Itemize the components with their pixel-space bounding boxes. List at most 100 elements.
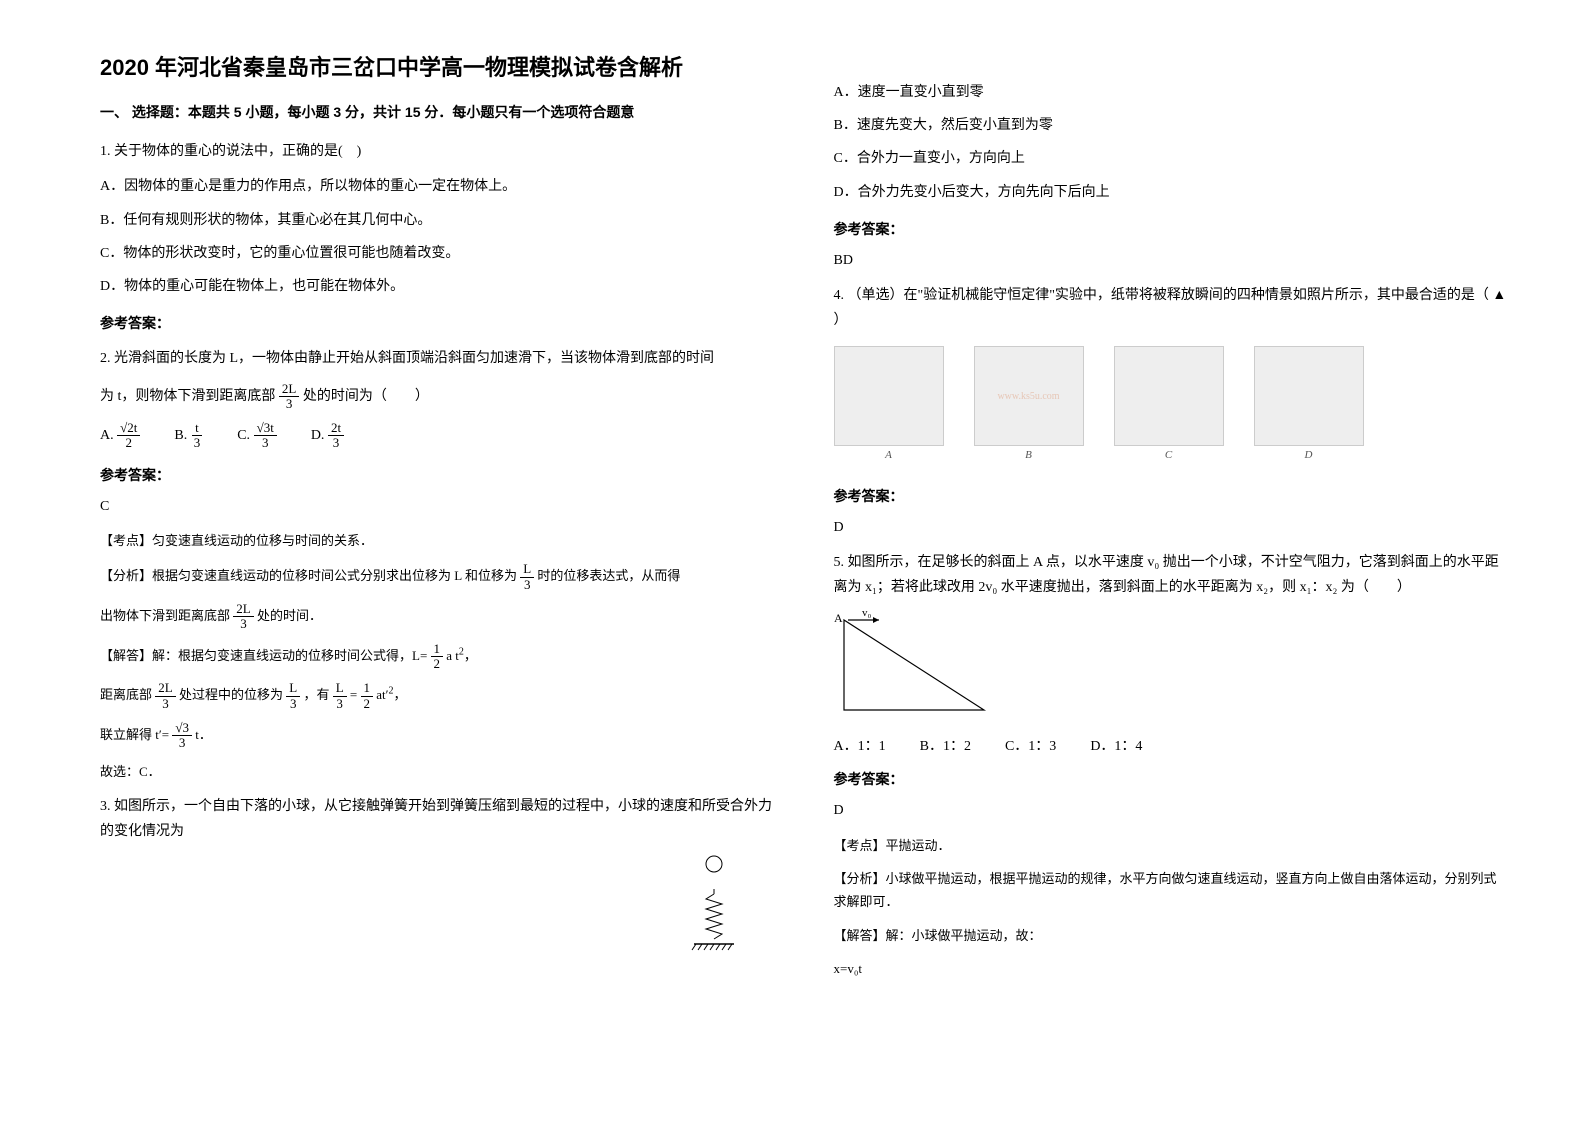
- frac-den: 3: [287, 697, 300, 711]
- frac-2L-3: 2L 3: [279, 382, 299, 412]
- opt-label: A.: [100, 428, 117, 443]
- text: 【分析】根据匀变速直线运动的位移时间公式分别求出位移为 L 和位移为: [100, 568, 517, 583]
- q3-opt-a: A．速度一直变小直到零: [834, 80, 1508, 105]
- frac-den: 2: [431, 657, 444, 671]
- q3-opt-d: D．合外力先变小后变大，方向先向下后向上: [834, 180, 1508, 205]
- q2-answer-label: 参考答案：: [100, 463, 774, 488]
- frac-num: 1: [361, 681, 374, 696]
- watermark-icon: www.ks5u.com: [997, 391, 1059, 402]
- q1-answer-label: 参考答案：: [100, 311, 774, 336]
- q3-opt-c: C．合外力一直变小，方向向上: [834, 146, 1508, 171]
- q2-sol-2: 距离底部 2L 3 处过程中的位移为 L 3 ，有 L 3 = 1 2 at′2…: [100, 681, 774, 711]
- q4-thumb-b: www.ks5u.comB: [974, 346, 1084, 446]
- q4-stem: 4. （单选）在"验证机械能守恒定律"实验中，纸带将被释放瞬间的四种情景如照片所…: [834, 283, 1508, 333]
- q2-answer: C: [100, 494, 774, 519]
- frac-num: 2L: [233, 602, 253, 617]
- frac-num: L: [520, 562, 534, 577]
- frac-den: 3: [283, 397, 296, 411]
- q5-opt-b: B．1：2: [920, 735, 971, 755]
- text: 出物体下滑到距离底部: [100, 608, 230, 623]
- page-title: 2020 年河北省秦皇岛市三岔口中学高一物理模拟试卷含解析: [100, 50, 774, 82]
- text: ，有: [303, 687, 329, 702]
- text: 时的位移表达式，从而得: [537, 568, 680, 583]
- q2-kp: 【考点】匀变速直线运动的位移与时间的关系．: [100, 529, 774, 552]
- frac-den: 3: [191, 436, 204, 450]
- frac-num: 2L: [155, 681, 175, 696]
- q2-stem-b-pre: 为 t，则物体下滑到距离底部: [100, 389, 275, 404]
- q2-options-row: A. √2t 2 B. t 3 C. √3t 3 D. 2t 3: [100, 421, 774, 451]
- thumb-label: C: [1115, 449, 1223, 461]
- q2-analysis-2: 出物体下滑到距离底部 2L 3 处的时间．: [100, 602, 774, 632]
- q1-opt-d: D．物体的重心可能在物体上，也可能在物体外。: [100, 274, 774, 299]
- q5-opt-d: D．1：4: [1090, 735, 1142, 755]
- q2-sol-1: 【解答】解：根据匀变速直线运动的位移时间公式得，L= 1 2 a t2，: [100, 642, 774, 672]
- q2-sol-3: 联立解得 t′= √3 3 t．: [100, 721, 774, 751]
- frac-num: 2L: [279, 382, 299, 397]
- frac-den: 3: [159, 697, 172, 711]
- svg-text:A: A: [834, 611, 843, 625]
- text: 处的时间．: [257, 608, 322, 623]
- frac-num: √3t: [254, 421, 277, 436]
- q1-opt-b: B．任何有规则形状的物体，其重心必在其几何中心。: [100, 208, 774, 233]
- q5-opt-c: C．1：3: [1005, 735, 1056, 755]
- ball-spring-icon: [684, 854, 734, 954]
- frac: 2L 3: [155, 681, 175, 711]
- q2-opt-d: D. 2t 3: [311, 421, 344, 451]
- q5-answer: D: [834, 798, 1508, 823]
- q5-answer-label: 参考答案：: [834, 767, 1508, 792]
- q4-image-strip: A www.ks5u.comB C D: [834, 346, 1508, 446]
- frac-den: 3: [330, 436, 343, 450]
- q5-sol-1: 【解答】解：小球做平抛运动，故：: [834, 924, 1508, 947]
- text: ，: [464, 647, 477, 662]
- opt-label: B.: [174, 428, 190, 443]
- frac-den: 3: [237, 617, 250, 631]
- frac: √3t 3: [254, 421, 277, 451]
- opt-label: C.: [237, 428, 253, 443]
- frac: L 3: [520, 562, 534, 592]
- text: ．: [199, 727, 212, 742]
- q4-thumb-a: A: [834, 346, 944, 446]
- q2-analysis: 【分析】根据匀变速直线运动的位移时间公式分别求出位移为 L 和位移为 L 3 时…: [100, 562, 774, 592]
- text: a t: [446, 647, 459, 662]
- frac: L 3: [333, 681, 347, 711]
- thumb-label: D: [1255, 449, 1363, 461]
- text: 距离底部: [100, 687, 152, 702]
- text: at′: [376, 687, 388, 702]
- right-column: A．速度一直变小直到零 B．速度先变大，然后变小直到为零 C．合外力一直变小，方…: [834, 50, 1508, 1092]
- frac-den: 3: [333, 697, 346, 711]
- q2-opt-c: C. √3t 3: [237, 421, 277, 451]
- frac-num: L: [286, 681, 300, 696]
- q5-analysis: 【分析】小球做平抛运动，根据平抛运动的规律，水平方向做匀速直线运动，竖直方向上做…: [834, 867, 1508, 914]
- frac: √3 3: [172, 721, 192, 751]
- frac-den: 3: [259, 436, 272, 450]
- frac: 1 2: [361, 681, 374, 711]
- q3-stem: 3. 如图所示，一个自由下落的小球，从它接触弹簧开始到弹簧压缩到最短的过程中，小…: [100, 794, 774, 844]
- frac-den: 3: [176, 736, 189, 750]
- frac: √2t 2: [117, 421, 140, 451]
- text: t′=: [155, 727, 169, 742]
- text: 处过程中的位移为: [179, 687, 283, 702]
- frac-den: 2: [361, 697, 374, 711]
- thumb-label: B: [975, 449, 1083, 461]
- q4-thumb-d: D: [1254, 346, 1364, 446]
- text: ，: [393, 687, 406, 702]
- q3-opt-b: B．速度先变大，然后变小直到为零: [834, 113, 1508, 138]
- frac-num: √2t: [117, 421, 140, 436]
- frac-num: √3: [172, 721, 192, 736]
- q4-thumb-c: C: [1114, 346, 1224, 446]
- frac-den: 2: [123, 436, 136, 450]
- q1-stem: 1. 关于物体的重心的说法中，正确的是( ): [100, 139, 774, 164]
- q1-opt-c: C．物体的形状改变时，它的重心位置很可能也随着改变。: [100, 241, 774, 266]
- frac-num: 1: [431, 642, 444, 657]
- frac: 2L 3: [233, 602, 253, 632]
- thumb-label: A: [835, 449, 943, 461]
- q3-answer-label: 参考答案：: [834, 217, 1508, 242]
- incline-diagram-icon: A v₀: [834, 610, 994, 720]
- svg-text:v₀: v₀: [862, 610, 872, 619]
- q5-figure: A v₀: [834, 610, 1508, 725]
- frac-num: t: [192, 421, 202, 436]
- q5-stem: 5. 如图所示，在足够长的斜面上 A 点，以水平速度 v₀ 抛出一个小球，不计空…: [834, 550, 1508, 600]
- q2-stem-a: 2. 光滑斜面的长度为 L，一物体由静止开始从斜面顶端沿斜面匀加速滑下，当该物体…: [100, 346, 774, 371]
- left-column: 2020 年河北省秦皇岛市三岔口中学高一物理模拟试卷含解析 一、 选择题：本题共…: [100, 50, 774, 1092]
- text: =: [350, 687, 357, 702]
